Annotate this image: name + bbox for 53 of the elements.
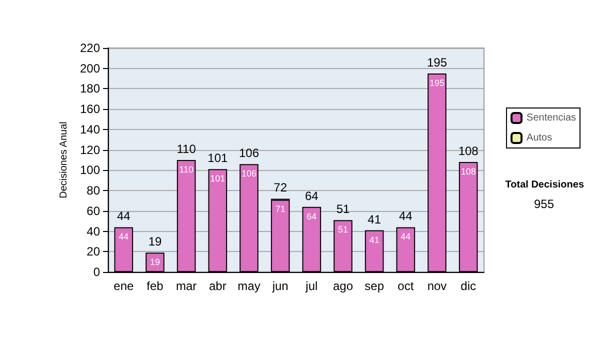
data-label: 64	[306, 211, 317, 222]
legend-label: Autos	[526, 132, 552, 144]
x-tick-label: jul	[304, 279, 318, 293]
total-label: 41	[368, 212, 382, 226]
data-label: 44	[400, 232, 411, 242]
total-label: 101	[208, 151, 228, 166]
total-label: 51	[336, 202, 350, 216]
x-tick-label: abr	[208, 279, 226, 293]
y-tick-label: 220	[80, 41, 100, 55]
y-tick-label: 60	[86, 204, 100, 218]
total-label: 19	[148, 234, 162, 249]
y-tick-label: 120	[80, 142, 100, 157]
data-label: 19	[150, 257, 160, 268]
total-label: 110	[176, 142, 196, 156]
y-tick-label: 160	[80, 102, 100, 116]
data-label: 44	[118, 232, 129, 242]
data-label: 41	[369, 234, 380, 245]
x-tick-label: oct	[398, 279, 414, 293]
data-label: 110	[179, 164, 194, 174]
total-label: 64	[304, 188, 319, 203]
y-tick-label: 0	[93, 265, 100, 279]
y-tick-label: 180	[80, 82, 100, 96]
data-label: 71	[275, 204, 286, 214]
total-label: 44	[116, 209, 131, 224]
total-label: 72	[274, 180, 288, 195]
text: 955	[534, 197, 554, 211]
x-tick-label: nov	[427, 279, 447, 293]
y-axis-title: Decisiones Anual	[58, 122, 70, 198]
y-tick-label: 20	[86, 244, 100, 259]
x-tick-label: may	[238, 279, 260, 293]
y-tick-label: 200	[80, 61, 100, 76]
text: Total Decisiones	[505, 180, 584, 190]
x-tick-label: mar	[176, 279, 197, 293]
data-label: 51	[338, 224, 348, 235]
y-tick-label: 100	[80, 163, 100, 178]
y-tick-label: 40	[86, 224, 100, 238]
x-tick-label: ago	[332, 279, 354, 293]
total-label: 106	[238, 146, 260, 160]
total-label: 44	[398, 209, 413, 224]
x-tick-label: ene	[114, 279, 134, 293]
x-tick-label: feb	[146, 279, 164, 293]
total-label: 108	[458, 144, 479, 158]
x-tick-label: dic	[460, 279, 476, 293]
data-label: 195	[429, 78, 445, 88]
y-tick-label: 80	[86, 184, 100, 198]
x-tick-label: sep	[364, 279, 384, 293]
y-tick-label: 140	[80, 122, 100, 136]
legend-label: Sentencias	[526, 112, 576, 124]
x-tick-label: jun	[271, 279, 288, 293]
data-label: 101	[210, 174, 226, 184]
data-label: 106	[241, 168, 257, 179]
total-label: 195	[426, 55, 448, 70]
data-label: 108	[460, 166, 476, 177]
